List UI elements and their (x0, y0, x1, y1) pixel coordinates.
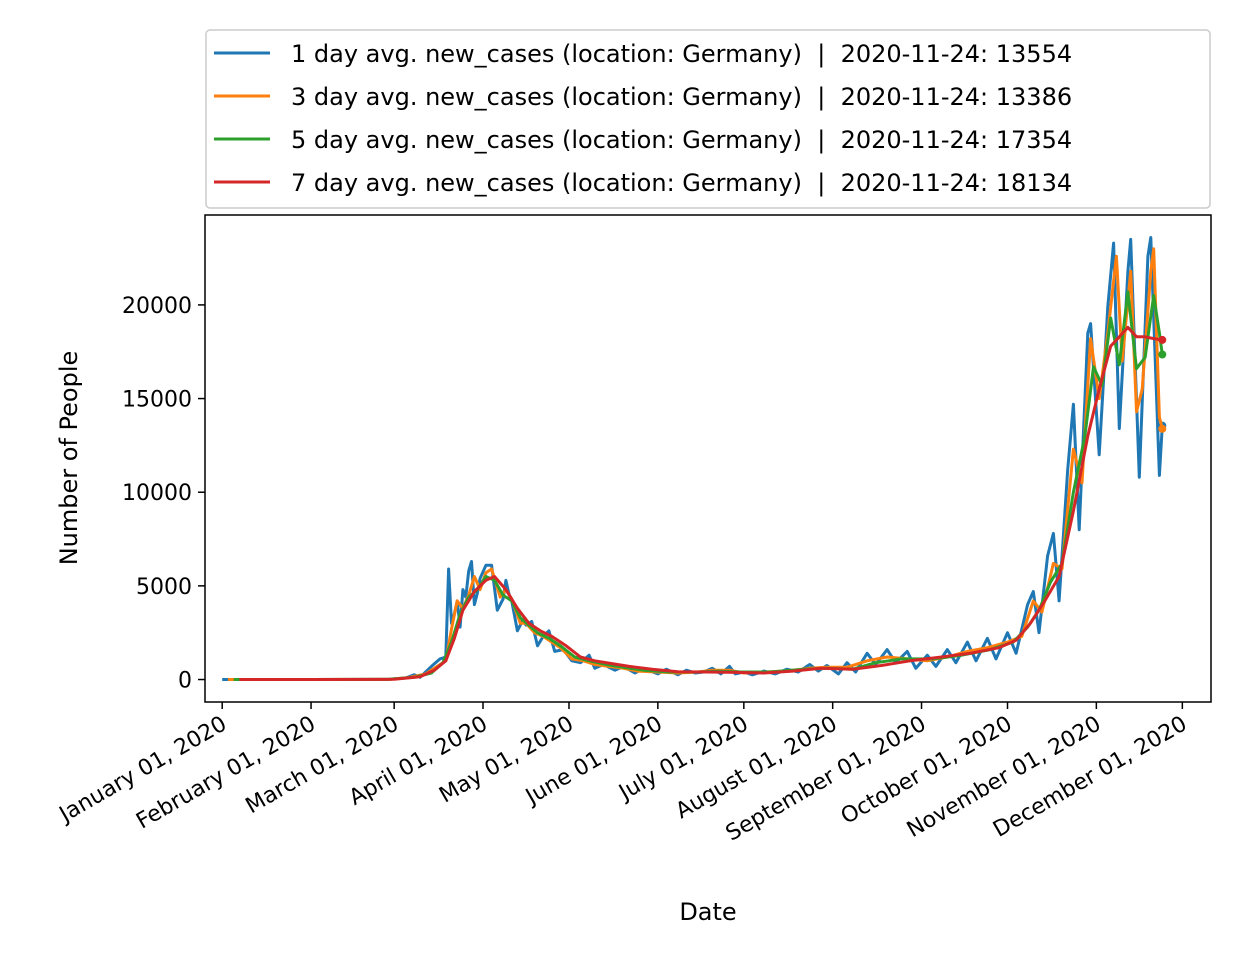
series-endpoint-4 (1158, 335, 1167, 344)
legend-label-3day: 3 day avg. new_cases (location: Germany)… (291, 83, 1072, 111)
legend-entry-7day: 7 day avg. new_cases (location: Germany)… (214, 169, 1072, 197)
legend-label-7day: 7 day avg. new_cases (location: Germany)… (291, 169, 1072, 197)
series-layer (222, 236, 1167, 681)
series-endpoint-2 (1158, 424, 1167, 433)
legend-frame (205, 29, 1211, 209)
legend-entry-1day: 1 day avg. new_cases (location: Germany)… (214, 40, 1072, 68)
legend-entry-5day: 5 day avg. new_cases (location: Germany)… (214, 126, 1072, 154)
legend-label-1day: 1 day avg. new_cases (location: Germany)… (291, 40, 1072, 68)
legend-entry-3day: 3 day avg. new_cases (location: Germany)… (214, 83, 1072, 111)
y-tick-label: 5000 (136, 575, 192, 600)
y-tick-label: 10000 (122, 481, 192, 506)
plot-area-frame (204, 214, 1212, 703)
y-tick-label: 15000 (122, 388, 192, 413)
legend: 1 day avg. new_cases (location: Germany)… (205, 29, 1211, 209)
x-axis-title: Date (679, 898, 736, 926)
y-tick-label: 20000 (122, 294, 192, 319)
series-line-4 (239, 325, 1163, 681)
y-axis-title: Number of People (55, 351, 83, 566)
y-axis-ticks: 0 5000 10000 15000 20000 (122, 294, 205, 694)
y-tick-label: 0 (178, 669, 192, 694)
legend-label-5day: 5 day avg. new_cases (location: Germany)… (291, 126, 1072, 154)
series-endpoint-3 (1158, 350, 1167, 359)
